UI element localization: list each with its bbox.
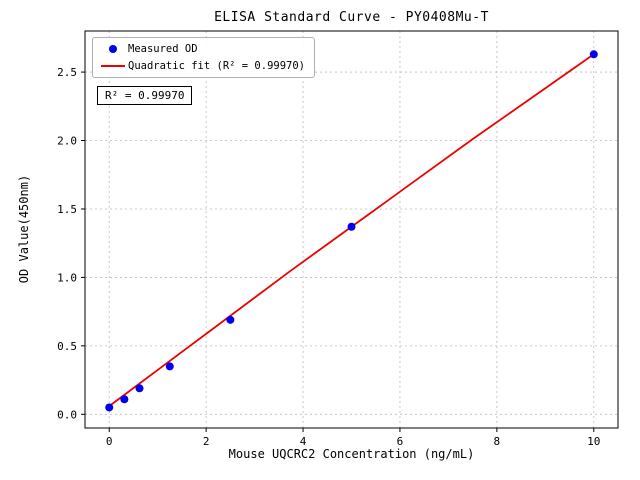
data-point <box>347 222 356 231</box>
x-axis-ticks: 0 2 4 6 8 10 <box>106 428 600 448</box>
svg-text:8: 8 <box>494 435 501 448</box>
grid-lines <box>85 31 618 428</box>
data-point <box>589 50 598 59</box>
legend-label-quadratic-fit: Quadratic fit (R² = 0.99970) <box>128 60 306 72</box>
legend-swatch-col <box>98 65 128 67</box>
data-point <box>120 395 129 404</box>
r-squared-annotation: R² = 0.99970 <box>97 86 193 105</box>
legend-item-measured-od: Measured OD <box>98 43 305 55</box>
svg-text:4: 4 <box>300 435 307 448</box>
y-axis-label: OD Value(450nm) <box>17 174 31 284</box>
legend-label-measured-od: Measured OD <box>128 43 198 55</box>
legend-swatch-col <box>98 45 128 53</box>
x-axis-label: Mouse UQCRC2 Concentration (ng/mL) <box>228 447 475 461</box>
svg-text:0: 0 <box>106 435 113 448</box>
data-point <box>135 384 144 393</box>
svg-text:1.0: 1.0 <box>57 271 77 284</box>
svg-text:6: 6 <box>397 435 404 448</box>
line-marker-icon <box>101 65 125 67</box>
y-axis-ticks: 0.0 0.5 1.0 1.5 2.0 2.5 <box>57 66 85 421</box>
svg-text:2: 2 <box>203 435 210 448</box>
legend-item-quadratic-fit: Quadratic fit (R² = 0.99970) <box>98 60 305 72</box>
svg-text:10: 10 <box>587 435 600 448</box>
chart-title: ELISA Standard Curve - PY0408Mu-T <box>214 10 489 25</box>
data-points <box>105 50 598 412</box>
data-point <box>105 403 114 412</box>
svg-text:2.0: 2.0 <box>57 135 77 148</box>
data-point <box>165 362 174 371</box>
svg-text:0.0: 0.0 <box>57 408 77 421</box>
axis-frame <box>84 30 619 429</box>
svg-text:0.5: 0.5 <box>57 340 77 353</box>
legend: Measured OD Quadratic fit (R² = 0.99970) <box>92 37 316 78</box>
scatter-marker-icon <box>109 45 117 53</box>
svg-text:1.5: 1.5 <box>57 203 77 216</box>
data-point <box>226 315 235 324</box>
svg-text:2.5: 2.5 <box>57 66 77 79</box>
